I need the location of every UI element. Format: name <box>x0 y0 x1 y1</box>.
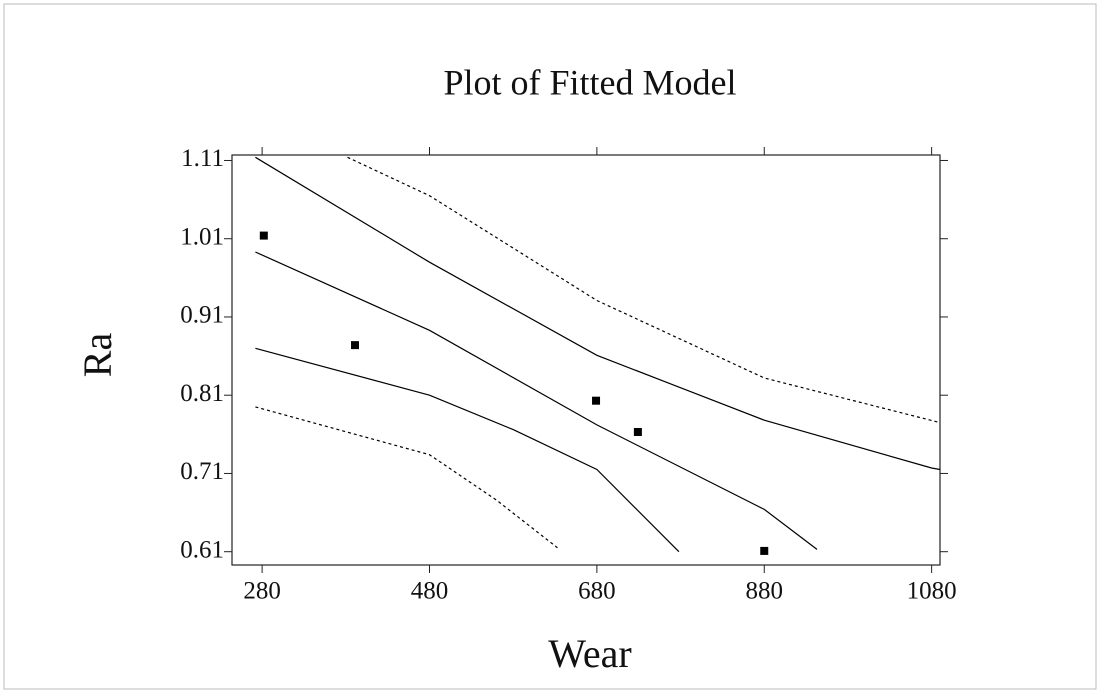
fitted-line <box>255 347 680 553</box>
chart-title: Plot of Fitted Model <box>443 62 736 102</box>
y-tick-label: 0.61 <box>180 536 224 563</box>
page-border <box>3 3 1097 690</box>
prediction-limit <box>255 406 558 549</box>
x-axis-label: Wear <box>548 631 631 676</box>
y-axis-label: Ra <box>75 333 120 378</box>
fitted-line <box>255 156 941 471</box>
data-point <box>259 231 268 240</box>
y-tick-label: 0.71 <box>180 458 224 485</box>
fitted-line <box>255 251 818 550</box>
x-tick-label: 280 <box>243 578 281 605</box>
data-point <box>633 427 642 436</box>
x-tick-label: 1080 <box>907 578 957 605</box>
data-point <box>760 546 769 555</box>
prediction-limit <box>347 156 941 424</box>
y-tick-label: 1.01 <box>180 223 224 250</box>
y-tick-label: 0.81 <box>180 380 224 407</box>
y-tick-label: 0.91 <box>180 302 224 329</box>
data-point <box>351 341 360 350</box>
x-tick-label: 880 <box>746 578 784 605</box>
x-tick-label: 680 <box>578 578 616 605</box>
x-tick-label: 480 <box>411 578 449 605</box>
data-point <box>592 396 601 405</box>
y-tick-label: 1.11 <box>181 145 224 172</box>
plot-frame <box>231 154 941 566</box>
